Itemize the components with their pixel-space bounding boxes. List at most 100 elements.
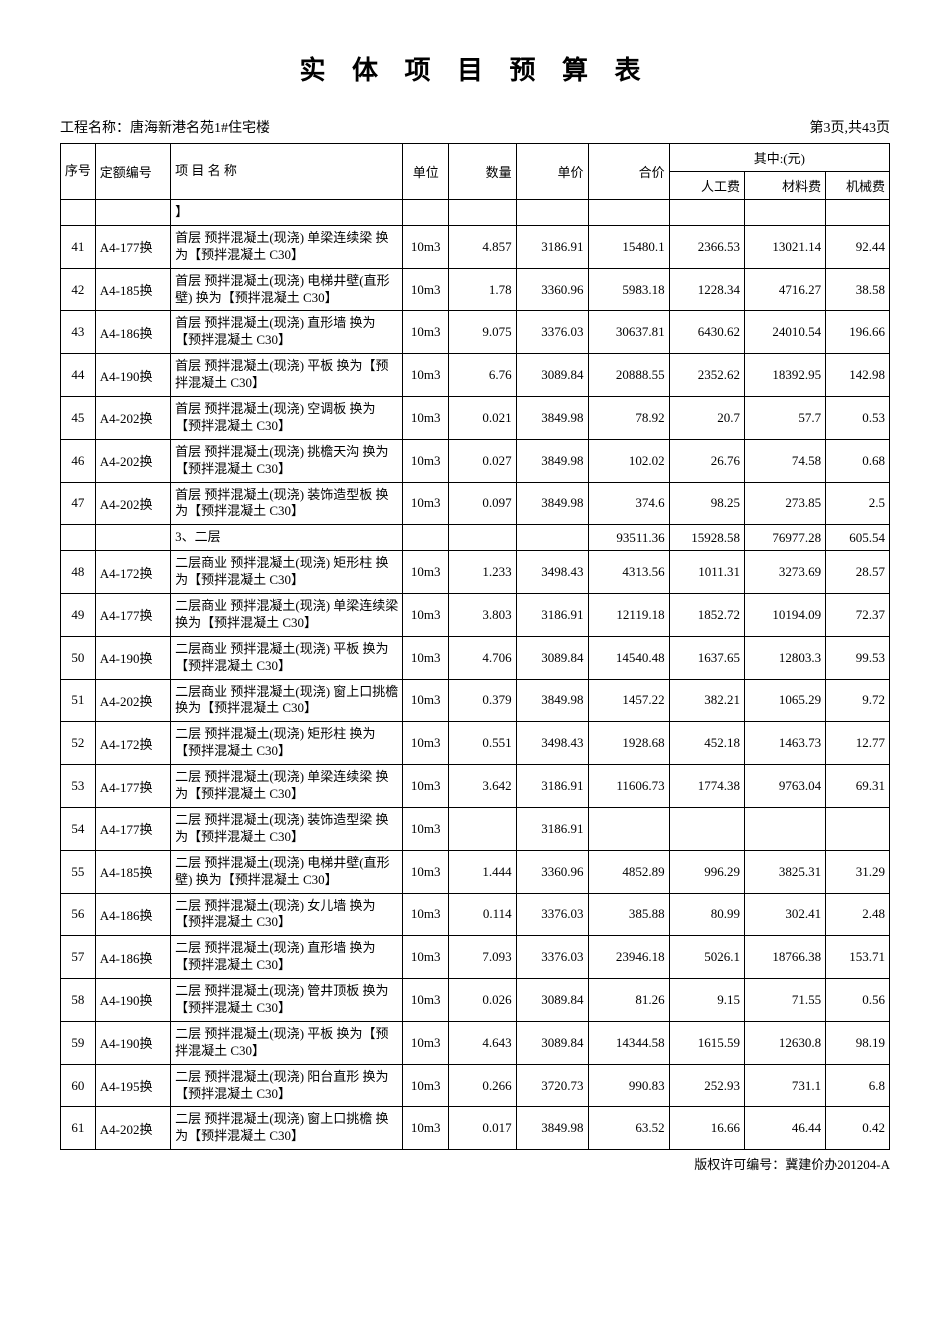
table-cell: 0.42 [826,1107,890,1150]
table-cell: 98.25 [669,482,744,525]
table-cell: 43 [61,311,96,354]
table-cell: 3186.91 [516,594,588,637]
table-cell: 3825.31 [745,850,826,893]
table-cell: 10m3 [403,1064,449,1107]
table-cell: A4-186换 [95,936,170,979]
project-name: 唐海新港名苑1#住宅楼 [130,121,270,136]
table-row: 50A4-190换二层商业 预拌混凝土(现浇) 平板 换为【预拌混凝土 C30】… [61,636,890,679]
table-cell: 1228.34 [669,268,744,311]
table-cell: 二层 预拌混凝土(现浇) 矩形柱 换为【预拌混凝土 C30】 [171,722,403,765]
table-cell: 20888.55 [588,354,669,397]
table-cell: 252.93 [669,1064,744,1107]
table-cell: A4-177换 [95,765,170,808]
table-cell [826,807,890,850]
table-cell: 10m3 [403,594,449,637]
table-cell: 6.8 [826,1064,890,1107]
table-cell: 41 [61,225,96,268]
table-cell: 23946.18 [588,936,669,979]
table-cell: 42 [61,268,96,311]
table-cell: 1928.68 [588,722,669,765]
table-cell: 93511.36 [588,525,669,551]
table-row: 41A4-177换首层 预拌混凝土(现浇) 单梁连续梁 换为【预拌混凝土 C30… [61,225,890,268]
table-cell: 7.093 [449,936,516,979]
th-code: 定额编号 [95,144,170,200]
table-cell [516,525,588,551]
table-cell: 首层 预拌混凝土(现浇) 挑檐天沟 换为【预拌混凝土 C30】 [171,439,403,482]
table-cell: 】 [171,200,403,226]
table-cell: 374.6 [588,482,669,525]
table-cell: 10m3 [403,397,449,440]
table-cell: 4716.27 [745,268,826,311]
table-cell: 2.5 [826,482,890,525]
table-cell: 0.027 [449,439,516,482]
table-cell: 452.18 [669,722,744,765]
table-cell [403,525,449,551]
table-cell: A4-177换 [95,225,170,268]
table-cell: 3849.98 [516,482,588,525]
table-cell: 首层 预拌混凝土(现浇) 单梁连续梁 换为【预拌混凝土 C30】 [171,225,403,268]
table-cell: 46 [61,439,96,482]
table-cell: 0.026 [449,979,516,1022]
table-cell [403,200,449,226]
table-cell: 4313.56 [588,551,669,594]
table-cell: 3089.84 [516,1021,588,1064]
table-cell: A4-202换 [95,439,170,482]
table-cell: 12803.3 [745,636,826,679]
table-cell: 二层 预拌混凝土(现浇) 装饰造型梁 换为【预拌混凝土 C30】 [171,807,403,850]
table-cell: 44 [61,354,96,397]
table-cell: 0.379 [449,679,516,722]
table-cell: 53 [61,765,96,808]
table-cell: A4-172换 [95,722,170,765]
table-cell: 18392.95 [745,354,826,397]
table-cell: 731.1 [745,1064,826,1107]
table-cell: 99.53 [826,636,890,679]
table-cell: 10m3 [403,482,449,525]
table-cell: 0.021 [449,397,516,440]
table-cell: 1.233 [449,551,516,594]
table-cell: 3376.03 [516,311,588,354]
table-cell: 54 [61,807,96,850]
table-cell: 26.76 [669,439,744,482]
table-cell [449,525,516,551]
table-cell: 990.83 [588,1064,669,1107]
table-cell: 二层商业 预拌混凝土(现浇) 平板 换为【预拌混凝土 C30】 [171,636,403,679]
table-cell: 28.57 [826,551,890,594]
table-cell: 3186.91 [516,765,588,808]
page-info: 第3页,共43页 [810,117,891,137]
table-cell [95,525,170,551]
table-cell: A4-202换 [95,1107,170,1150]
table-cell: 10m3 [403,439,449,482]
table-cell [516,200,588,226]
table-cell: 3089.84 [516,979,588,1022]
table-cell: 0.56 [826,979,890,1022]
table-cell: 46.44 [745,1107,826,1150]
table-cell [826,200,890,226]
table-cell: 二层 预拌混凝土(现浇) 平板 换为【预拌混凝土 C30】 [171,1021,403,1064]
table-cell: 52 [61,722,96,765]
table-cell: 1463.73 [745,722,826,765]
table-cell: 63.52 [588,1107,669,1150]
table-cell: 98.19 [826,1021,890,1064]
table-cell: 4.706 [449,636,516,679]
table-cell: A4-172换 [95,551,170,594]
table-cell [449,200,516,226]
table-cell: 0.53 [826,397,890,440]
table-row: 46A4-202换首层 预拌混凝土(现浇) 挑檐天沟 换为【预拌混凝土 C30】… [61,439,890,482]
th-total: 合价 [588,144,669,200]
table-cell: 二层 预拌混凝土(现浇) 管井顶板 换为【预拌混凝土 C30】 [171,979,403,1022]
table-cell: 0.114 [449,893,516,936]
table-cell: 31.29 [826,850,890,893]
table-cell: A4-202换 [95,397,170,440]
table-cell: 56 [61,893,96,936]
table-cell: 385.88 [588,893,669,936]
table-row: 57A4-186换二层 预拌混凝土(现浇) 直形墙 换为【预拌混凝土 C30】1… [61,936,890,979]
table-row: 59A4-190换二层 预拌混凝土(现浇) 平板 换为【预拌混凝土 C30】10… [61,1021,890,1064]
table-cell: 3186.91 [516,225,588,268]
table-cell: 0.68 [826,439,890,482]
table-cell: 10m3 [403,679,449,722]
table-cell [745,200,826,226]
table-row: 55A4-185换二层 预拌混凝土(现浇) 电梯井壁(直形壁) 换为【预拌混凝土… [61,850,890,893]
table-cell: 3186.91 [516,807,588,850]
table-row: 44A4-190换首层 预拌混凝土(现浇) 平板 换为【预拌混凝土 C30】10… [61,354,890,397]
table-cell: 10m3 [403,850,449,893]
